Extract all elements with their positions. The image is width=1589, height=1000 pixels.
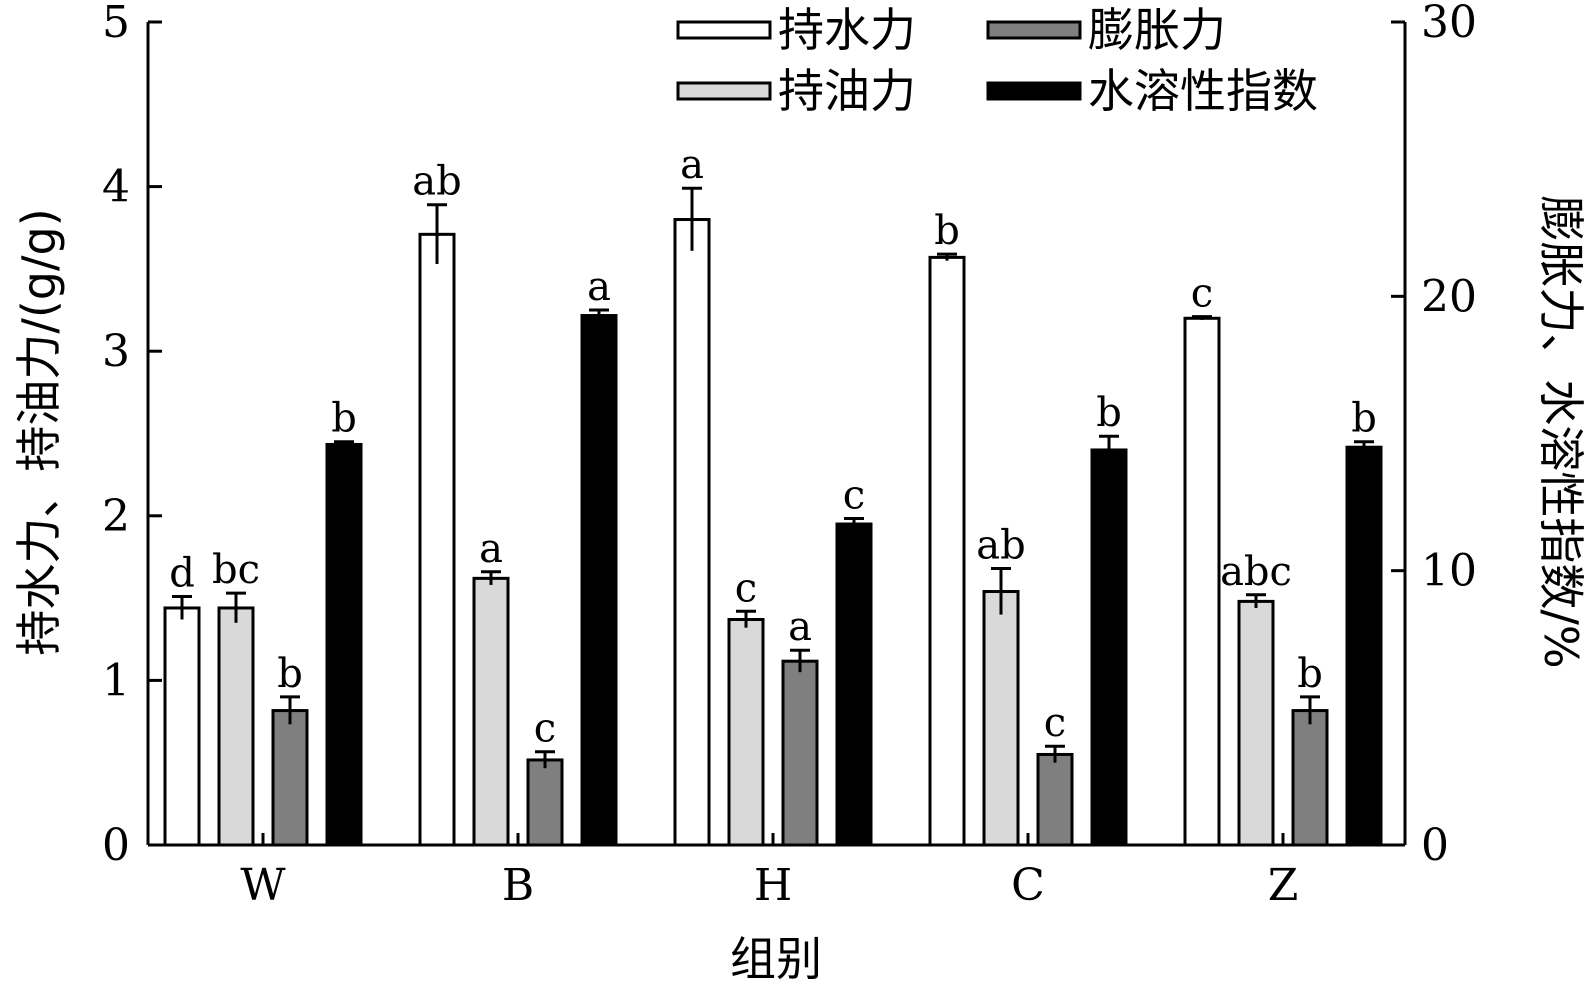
legend-label: 水溶性指数 <box>1088 64 1318 118</box>
x-tick-label: W <box>240 860 286 911</box>
x-axis-title: 组别 <box>730 932 822 986</box>
bar <box>217 606 255 847</box>
significance-label: c <box>1191 271 1213 317</box>
significance-label: c <box>735 565 757 611</box>
bar <box>580 314 618 847</box>
significance-label: b <box>1297 651 1323 697</box>
legend-item: 膨胀力 <box>986 3 1226 57</box>
y-axis-title-right: 膨胀力、水溶性指数/% <box>1534 195 1588 668</box>
bar <box>727 617 765 847</box>
significance-label: ab <box>412 159 461 205</box>
legend-label: 持油力 <box>778 64 916 118</box>
significance-label: a <box>587 264 611 310</box>
bar <box>673 218 711 847</box>
bar <box>1345 445 1383 847</box>
significance-label: b <box>1351 396 1377 442</box>
y-tick-label-right: 10 <box>1421 546 1477 597</box>
legend-item: 水溶性指数 <box>986 64 1318 118</box>
legend-item: 持水力 <box>676 3 916 57</box>
significance-label: b <box>277 651 303 697</box>
y-tick-label-right: 0 <box>1421 820 1449 871</box>
bar <box>1036 752 1074 847</box>
bar <box>1237 599 1275 847</box>
x-tick-label: H <box>754 860 792 911</box>
y-tick-label-left: 3 <box>102 326 130 377</box>
significance-label: abc <box>1220 549 1292 595</box>
y-tick-label-left: 4 <box>102 162 130 213</box>
significance-label: bc <box>212 547 260 593</box>
y-tick-label-left: 5 <box>102 0 130 48</box>
legend-swatch <box>986 20 1082 40</box>
legend-swatch <box>676 81 772 101</box>
significance-label: ab <box>976 522 1025 568</box>
significance-label: b <box>934 208 960 254</box>
y-tick-label-left: 1 <box>102 655 130 706</box>
legend-swatch <box>676 20 772 40</box>
y-tick-label-right: 30 <box>1421 0 1477 48</box>
bar <box>835 522 873 847</box>
y-tick-label-left: 0 <box>102 820 130 871</box>
y-tick-label-right: 20 <box>1421 271 1477 322</box>
bar <box>163 606 201 847</box>
y-tick-label-left: 2 <box>102 491 130 542</box>
bar <box>472 576 510 847</box>
bar <box>1183 316 1221 847</box>
bar <box>781 659 819 847</box>
significance-label: c <box>1044 700 1066 746</box>
significance-label: a <box>788 604 812 650</box>
significance-label: a <box>680 142 704 188</box>
significance-label: a <box>479 526 503 572</box>
legend-label: 持水力 <box>778 3 916 57</box>
bar <box>928 255 966 847</box>
significance-label: d <box>169 550 195 596</box>
significance-label: c <box>534 706 556 752</box>
bar <box>526 758 564 847</box>
significance-label: b <box>331 396 357 442</box>
legend-label: 膨胀力 <box>1088 3 1226 57</box>
legend-item: 持油力 <box>676 64 916 118</box>
bar <box>325 442 363 847</box>
bar <box>1090 448 1128 847</box>
legend-swatch <box>986 81 1082 101</box>
bar <box>271 709 309 847</box>
x-tick-label: C <box>1011 860 1045 911</box>
bar <box>982 590 1020 847</box>
x-tick-label: Z <box>1268 860 1299 911</box>
bar <box>418 232 456 847</box>
significance-label: c <box>843 473 865 519</box>
x-tick-label: B <box>502 860 534 911</box>
y-axis-title-left: 持水力、持油力/(g/g) <box>12 208 66 655</box>
bar <box>1291 709 1329 847</box>
significance-label: b <box>1096 390 1122 436</box>
